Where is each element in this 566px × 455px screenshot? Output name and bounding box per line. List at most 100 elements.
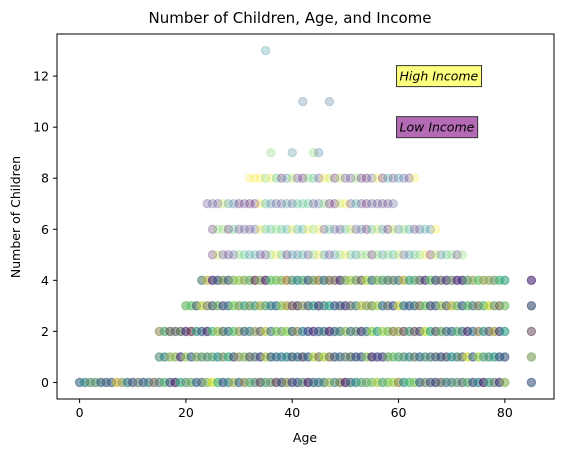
data-point [425,352,436,362]
data-point [489,352,499,362]
data-point [239,352,250,362]
data-point [292,377,303,388]
data-point [245,377,255,388]
data-point [239,326,250,337]
data-point [298,352,308,362]
data-point [234,250,244,260]
data-point [420,224,430,235]
data-point [356,199,366,209]
data-point [170,377,181,388]
data-point [447,377,457,388]
data-point [175,377,186,388]
data-point [425,301,436,311]
data-point [452,326,462,337]
data-point [207,301,218,311]
data-point [213,301,223,311]
data-point [478,301,489,311]
data-point [393,301,404,311]
data-point [393,326,404,337]
data-point [207,352,218,362]
data-point [324,275,335,285]
data-point [223,275,234,285]
data-point [292,326,303,337]
data-point [303,326,313,337]
data-point [287,326,297,337]
data-point [409,301,420,311]
data-point [468,301,478,311]
data-point [356,275,366,285]
data-point [494,301,505,311]
data-point [346,301,356,311]
data-point [213,326,223,337]
data-point [462,301,473,311]
data-point [266,352,276,362]
y-tick-label: 0 [41,375,49,390]
data-point [372,173,382,183]
data-point [484,301,494,311]
data-point [441,275,452,285]
data-point [282,250,292,260]
data-point [393,352,404,362]
data-point [308,148,319,158]
data-point [431,224,441,235]
data-point [361,275,372,285]
data-point [207,326,218,337]
data-point [197,352,207,362]
data-point [462,275,473,285]
data-point [409,275,420,285]
x-tick-label: 0 [76,405,84,420]
data-point [447,275,457,285]
data-point [441,326,452,337]
data-point [457,352,467,362]
data-point [494,275,505,285]
data-point [473,352,483,362]
data-point [319,301,329,311]
data-point [409,326,420,337]
data-point [276,301,287,311]
data-point [335,275,345,285]
data-point [303,275,313,285]
data-point [420,250,430,260]
data-point [298,352,308,362]
data-point [388,250,398,260]
data-point [292,352,303,362]
data-point [372,377,382,388]
data-point [500,377,510,388]
data-point [213,352,223,362]
data-point [282,301,292,311]
data-point [340,326,351,337]
data-point [218,326,228,337]
data-point [213,326,223,337]
data-point [276,352,287,362]
data-point [484,326,494,337]
data-point [388,301,398,311]
data-point [292,275,303,285]
data-point [276,250,287,260]
data-point [425,326,436,337]
data-point [409,173,420,183]
data-point [223,352,234,362]
data-point [85,377,95,388]
data-point [393,224,404,235]
data-point [159,326,170,337]
data-point [191,326,202,337]
data-point [361,275,372,285]
data-point [308,224,319,235]
data-point [213,275,223,285]
data-point [377,326,388,337]
data-point [260,224,271,235]
data-point [415,326,425,337]
data-point [367,352,377,362]
data-point [377,199,388,209]
data-point [266,148,276,158]
data-point [340,352,351,362]
data-point [489,301,499,311]
data-point [425,326,436,337]
data-point [245,199,255,209]
data-point [388,275,398,285]
data-point [399,275,409,285]
data-point [266,275,276,285]
annotation-background [396,116,479,139]
data-point [489,377,499,388]
data-point [526,377,537,388]
